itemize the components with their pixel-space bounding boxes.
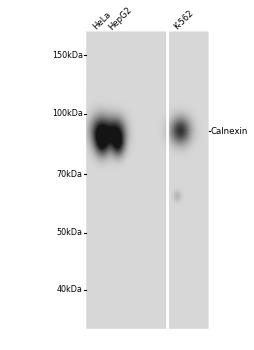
Bar <box>86 32 166 329</box>
Text: Calnexin: Calnexin <box>210 127 247 136</box>
Text: 150kDa: 150kDa <box>52 51 83 60</box>
Text: 50kDa: 50kDa <box>57 229 83 237</box>
Bar <box>168 32 208 329</box>
Text: 70kDa: 70kDa <box>57 170 83 179</box>
Text: 100kDa: 100kDa <box>52 109 83 118</box>
Text: HeLa: HeLa <box>90 10 112 32</box>
Text: K-562: K-562 <box>171 9 194 32</box>
Text: 40kDa: 40kDa <box>57 285 83 294</box>
Text: HepG2: HepG2 <box>107 5 133 32</box>
